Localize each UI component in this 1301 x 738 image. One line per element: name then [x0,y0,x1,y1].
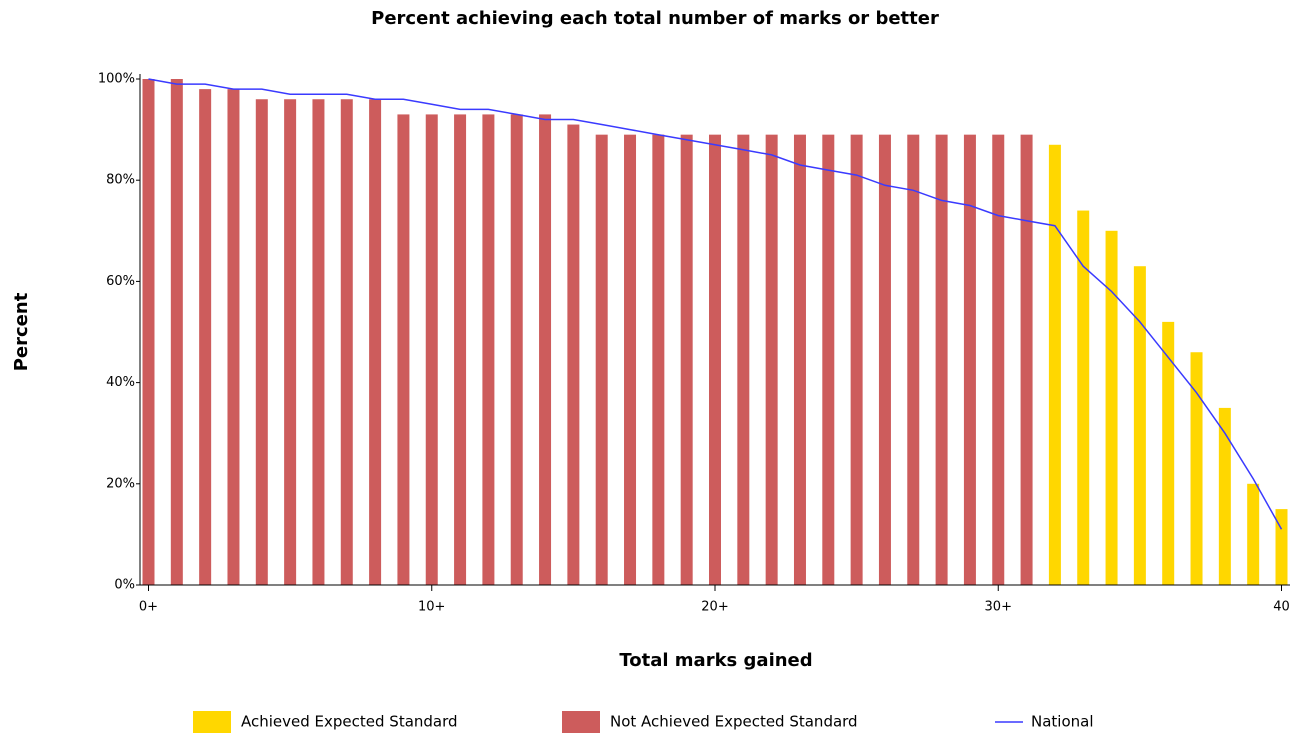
bar [595,134,608,585]
bar [199,89,212,586]
bar [709,134,721,585]
bar [567,124,580,585]
legend-swatch [193,711,231,733]
y-tick-label: 60% [106,274,135,289]
bar [539,114,552,586]
bar [227,89,240,586]
bar [1020,134,1033,585]
chart-title: Percent achieving each total number of m… [371,8,939,29]
bar [142,79,155,585]
bar [935,134,948,585]
legend-swatch [562,711,600,733]
bar [737,134,750,585]
bar [680,134,693,585]
line [148,78,1283,530]
bar [1048,144,1061,585]
bar [822,134,835,585]
bar [369,99,382,586]
bar [340,99,353,586]
bar [1190,352,1203,585]
x-tick-label: 0+ [139,600,158,615]
bar [284,99,297,586]
bar [1218,407,1231,585]
bar [425,114,438,586]
x-axis-label: Total marks gained [619,650,812,671]
x-tick-label: 30+ [985,600,1012,615]
y-tick-label: 0% [114,578,135,593]
bar [963,134,976,585]
bar [510,114,523,586]
bar [1133,266,1146,585]
bar [765,134,778,585]
bar [1077,210,1090,585]
bar [312,99,325,586]
bar [793,134,806,585]
legend-label: Not Achieved Expected Standard [610,713,858,731]
y-tick-label: 80% [106,173,135,188]
y-tick-label: 40% [106,375,135,390]
y-axis-label: Percent [11,292,32,371]
legend-label: National [1031,713,1094,731]
x-tick-label: 20+ [701,600,728,615]
bar [1247,483,1260,585]
bar [1162,321,1175,585]
bar [992,134,1005,585]
x-tick-label: 40 [1273,600,1290,615]
bar [1275,509,1288,585]
bar [1105,230,1118,586]
bar [170,79,183,585]
bar [907,134,920,585]
bar [652,134,665,585]
bar [255,99,268,586]
bar [454,114,467,586]
bar [482,114,495,586]
bar [878,134,891,585]
legend-label: Achieved Expected Standard [241,713,458,731]
y-tick-label: 100% [98,72,135,87]
bar [850,134,863,585]
bar [397,114,410,586]
x-tick-label: 10+ [418,600,445,615]
y-tick-label: 20% [106,476,135,491]
bar [624,134,637,585]
